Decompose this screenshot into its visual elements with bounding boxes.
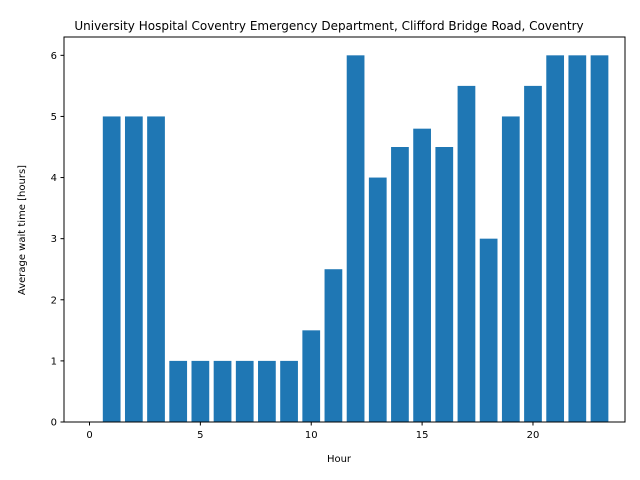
chart-title: University Hospital Coventry Emergency D… <box>74 19 583 33</box>
bar-hour-6 <box>213 360 232 422</box>
y-tick-label: 5 <box>51 112 57 123</box>
bar-hour-17 <box>457 85 476 422</box>
y-axis-label: Average wait time [hours] <box>17 165 28 295</box>
bar-hour-9 <box>280 360 298 422</box>
x-tick-label: 0 <box>86 430 92 441</box>
y-tick-label: 3 <box>51 234 57 245</box>
bar-hour-23 <box>590 55 609 422</box>
y-tick-label: 2 <box>51 295 57 306</box>
bar-hour-12 <box>346 55 365 422</box>
plot-frame <box>63 36 626 423</box>
bars-group <box>102 55 609 422</box>
bar-hour-13 <box>368 177 387 422</box>
bar-hour-19 <box>501 116 520 422</box>
y-tick-label: 4 <box>51 173 57 184</box>
y-axis-ticks: 0 1 2 3 4 5 6 <box>51 51 64 429</box>
x-tick-label: 10 <box>305 430 318 441</box>
y-tick-label: 1 <box>51 356 57 367</box>
bar-hour-21 <box>546 55 565 422</box>
x-tick-label: 20 <box>527 430 540 441</box>
bar-hour-22 <box>568 55 587 422</box>
x-axis-ticks: 0 5 10 15 20 <box>86 422 539 441</box>
bar-hour-14 <box>391 147 409 422</box>
bar-hour-8 <box>258 360 276 422</box>
bar-hour-11 <box>324 269 343 422</box>
bar-hour-15 <box>413 128 431 422</box>
y-tick-label: 6 <box>51 51 57 62</box>
x-axis-label: Hour <box>327 454 352 465</box>
bar-hour-2 <box>124 116 143 422</box>
bar-hour-10 <box>302 330 321 422</box>
y-tick-label: 0 <box>51 418 57 429</box>
bar-hour-20 <box>524 85 542 422</box>
bar-hour-5 <box>191 360 210 422</box>
bar-hour-3 <box>147 116 165 422</box>
bar-hour-16 <box>435 147 454 422</box>
bar-hour-18 <box>479 238 498 422</box>
bar-hour-1 <box>102 116 121 422</box>
bar-hour-4 <box>169 360 188 422</box>
x-tick-label: 5 <box>197 430 203 441</box>
bar-hour-7 <box>235 360 254 422</box>
x-tick-label: 15 <box>416 430 429 441</box>
